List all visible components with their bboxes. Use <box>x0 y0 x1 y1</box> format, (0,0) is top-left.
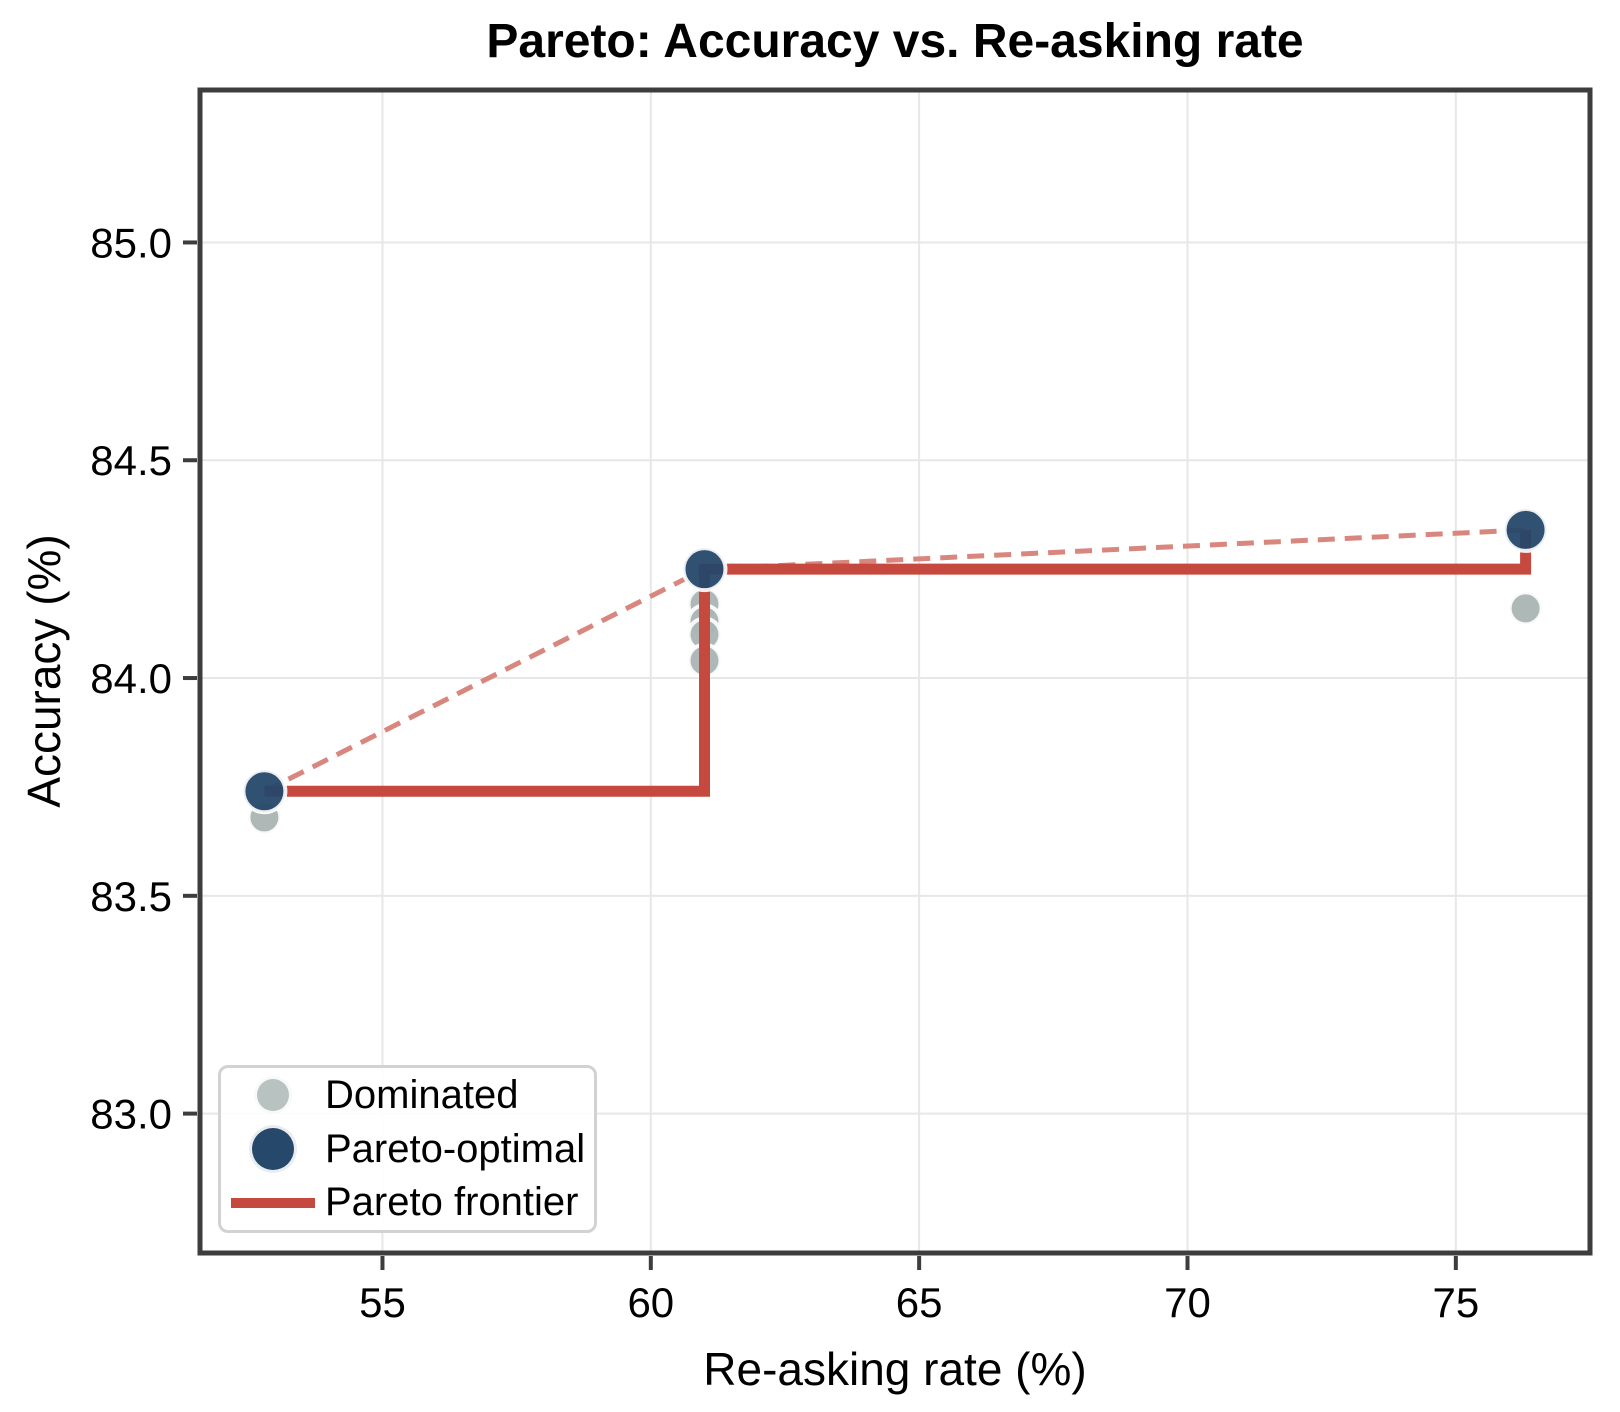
legend: Dominated Pareto-optimal Pareto frontier <box>218 1065 597 1233</box>
legend-label-pareto-optimal: Pareto-optimal <box>325 1126 586 1171</box>
y-tick-label: 85.0 <box>90 219 172 266</box>
legend-row-pareto-optimal: Pareto-optimal <box>221 1123 594 1176</box>
y-axis-label: Accuracy (%) <box>18 534 70 808</box>
legend-row-pareto-frontier: Pareto frontier <box>221 1176 594 1229</box>
pareto-frontier-line-icon <box>231 1197 315 1208</box>
chart-title: Pareto: Accuracy vs. Re-asking rate <box>486 15 1304 68</box>
legend-marker-cell <box>221 1125 325 1173</box>
dominated-point <box>1507 590 1544 627</box>
pareto-optimal-point <box>1502 506 1549 553</box>
x-tick-label: 65 <box>896 1279 943 1326</box>
x-tick-label: 70 <box>1164 1279 1211 1326</box>
dominated-marker-icon <box>254 1076 292 1115</box>
legend-marker-cell <box>221 1076 325 1115</box>
x-tick-label: 55 <box>359 1279 406 1326</box>
legend-label-pareto-frontier: Pareto frontier <box>325 1180 579 1225</box>
plot-border <box>197 87 1593 1256</box>
x-tick-label: 60 <box>627 1279 674 1326</box>
legend-marker-cell <box>221 1197 325 1208</box>
legend-row-dominated: Dominated <box>221 1069 594 1122</box>
y-tick-label: 84.0 <box>90 655 172 702</box>
y-tick-label: 83.0 <box>90 1091 172 1138</box>
y-tick-label: 84.5 <box>90 437 172 484</box>
pareto-optimal-point <box>241 768 288 815</box>
x-axis-label: Re-asking rate (%) <box>703 1343 1087 1395</box>
y-tick-label: 83.5 <box>90 873 172 920</box>
pareto-optimal-point <box>681 546 728 593</box>
x-tick-label: 75 <box>1432 1279 1479 1326</box>
pareto-frontier-line <box>264 529 1532 797</box>
pareto-optimal-marker-icon <box>249 1125 297 1173</box>
legend-label-dominated: Dominated <box>325 1072 519 1117</box>
